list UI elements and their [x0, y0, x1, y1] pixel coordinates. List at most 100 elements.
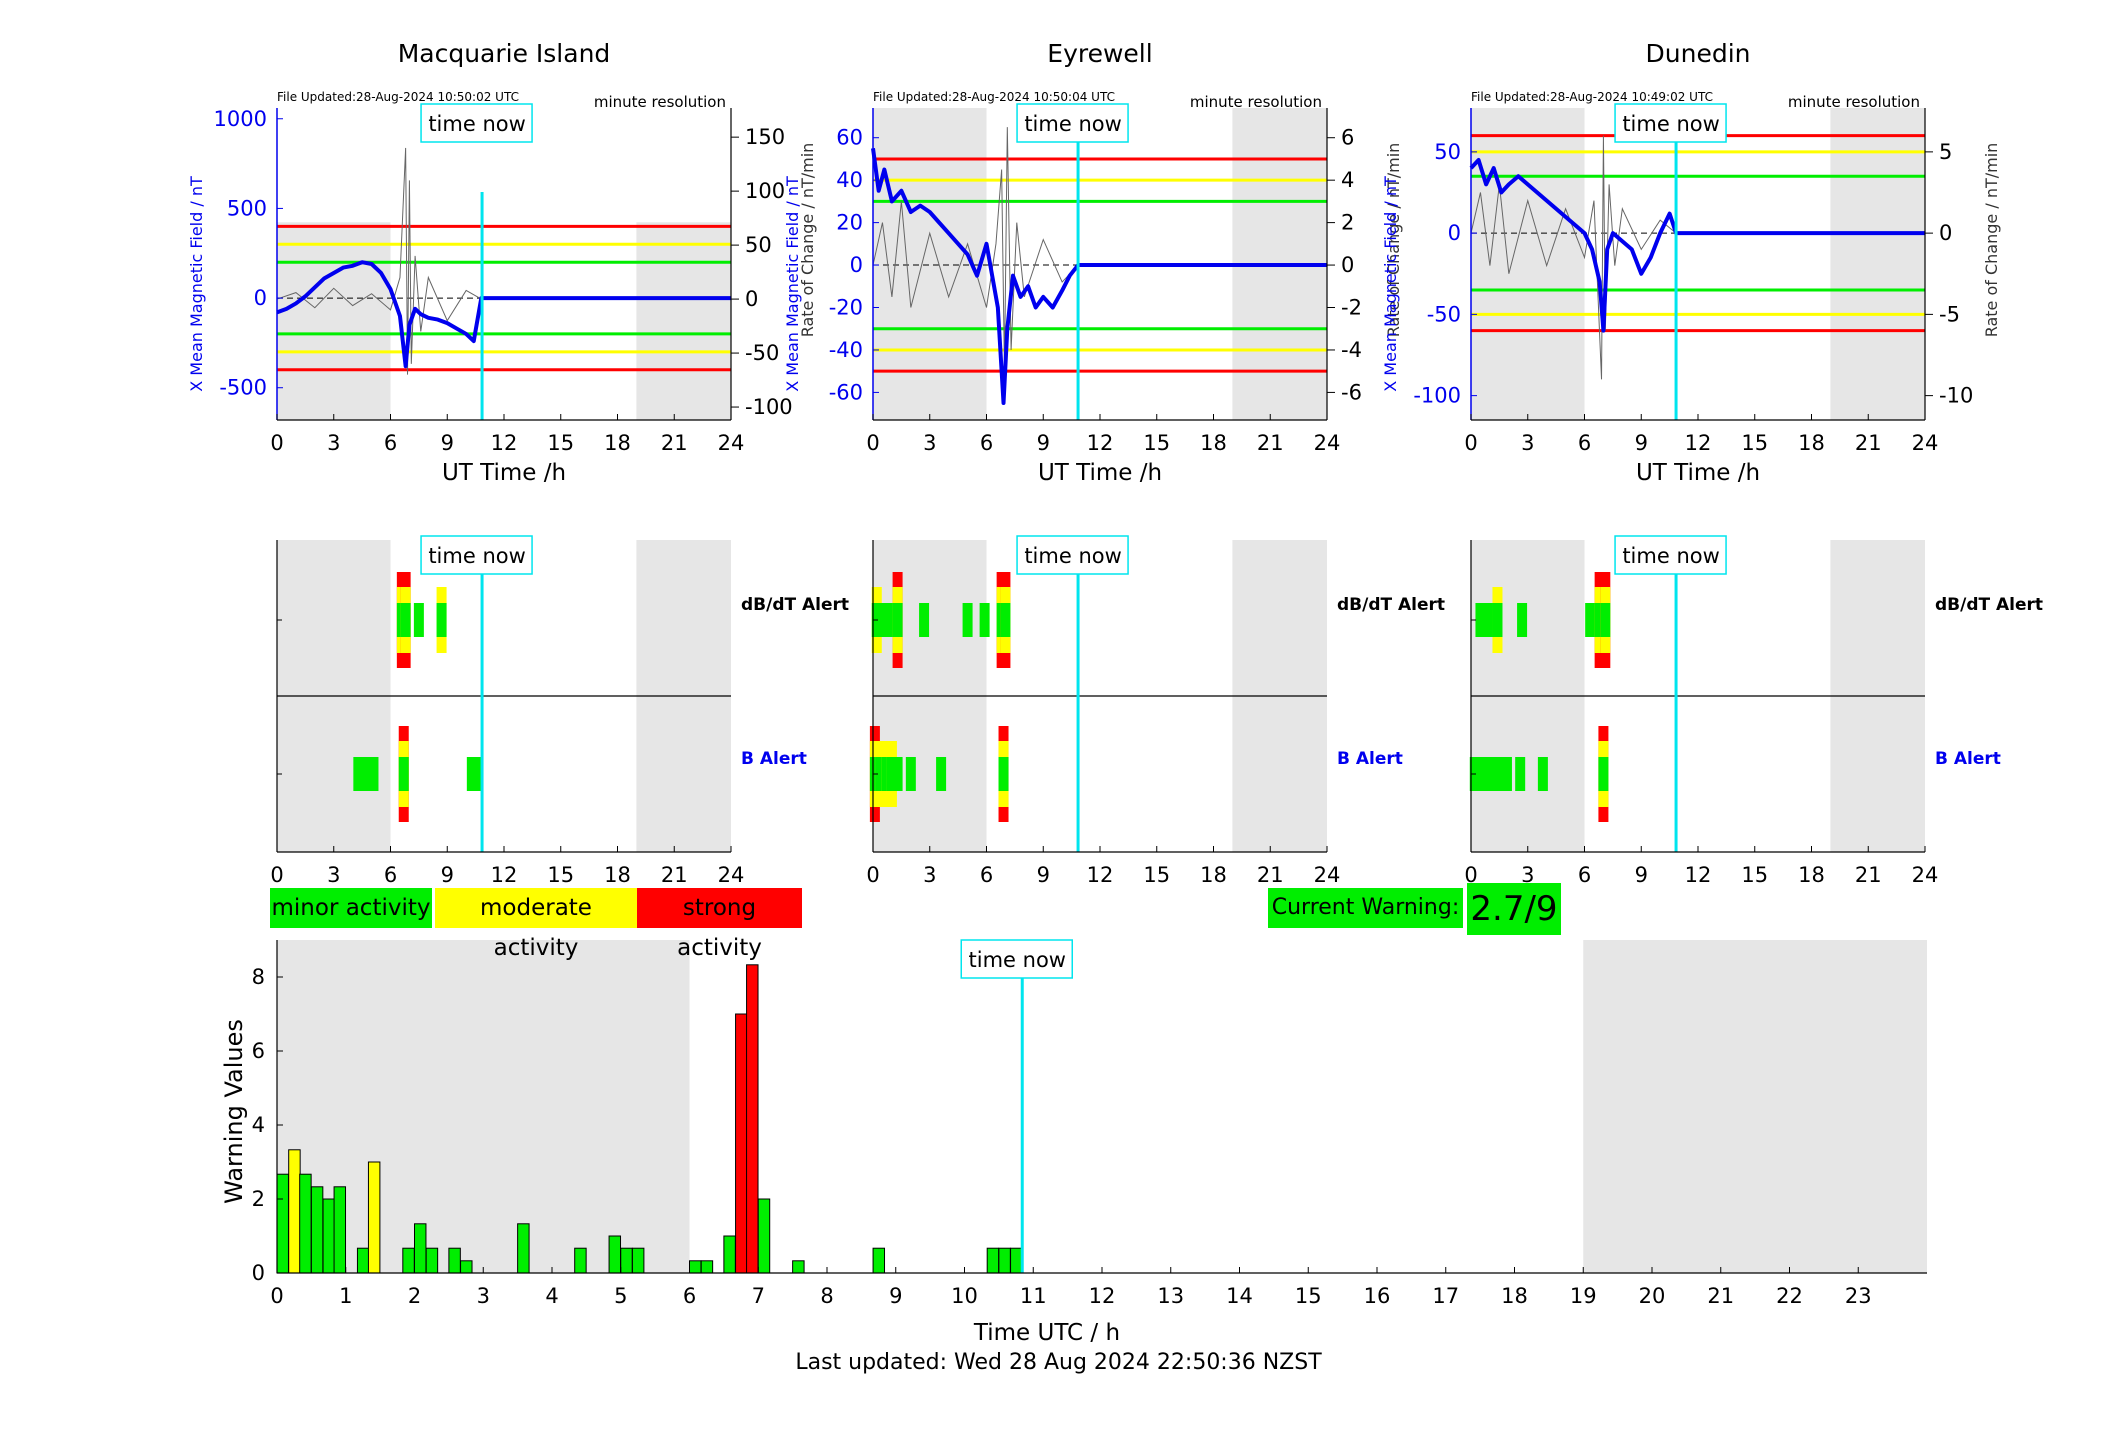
x-tick-label: 17	[1432, 1284, 1459, 1308]
x-tick-label: 3	[477, 1284, 490, 1308]
alert-mark-minor	[398, 757, 409, 791]
x-tick-label: 21	[1855, 431, 1882, 455]
y-left-tick-label: 1000	[214, 107, 267, 131]
y-right-tick-label: 4	[1341, 168, 1354, 192]
y-right-tick-label: 0	[745, 287, 758, 311]
time-now-label: time now	[428, 544, 525, 568]
x-tick-label: 3	[327, 431, 340, 455]
x-tick-label: 18	[1200, 431, 1227, 455]
x-tick-label: 22	[1776, 1284, 1803, 1308]
y-right-axis-label: Rate of Change / nT/min	[798, 143, 817, 338]
x-tick-label: 24	[1912, 431, 1939, 455]
alert-mark-minor	[1585, 603, 1596, 637]
alert-mark-minor	[875, 757, 886, 791]
y-left-tick-label: -100	[1413, 384, 1461, 408]
y-left-tick-label: 0	[254, 286, 267, 310]
warning-bar	[299, 1173, 312, 1274]
warning-bar	[735, 1013, 748, 1274]
y-right-tick-label: 0	[1939, 221, 1952, 245]
warning-bar	[425, 1247, 439, 1274]
x-tick-label: 0	[1464, 431, 1477, 455]
alert-mark-minor	[1594, 603, 1605, 637]
x-tick-label: 6	[1578, 431, 1591, 455]
time-now-label: time now	[1622, 112, 1719, 136]
time-now-label: time now	[1622, 544, 1719, 568]
chart-title: Eyrewell	[1047, 39, 1152, 68]
resolution-text: minute resolution	[1190, 93, 1322, 111]
magnetic-field-series	[871, 148, 1327, 406]
y-right-tick-label: -2	[1341, 296, 1362, 320]
warning-bar	[414, 1223, 427, 1274]
y-right-tick-label: 100	[745, 179, 785, 203]
y-tick-label: 4	[252, 1113, 265, 1137]
alert-mark-minor	[368, 757, 379, 791]
warning-bar	[333, 1186, 347, 1274]
alert-mark-minor	[466, 757, 477, 791]
x-tick-label: 0	[270, 431, 283, 455]
magnetic-field-series	[276, 260, 731, 369]
y-right-tick-label: 0	[1341, 253, 1354, 277]
x-tick-label: 15	[1143, 863, 1170, 887]
warning-bar	[746, 964, 759, 1274]
alert-mark-minor	[1598, 757, 1609, 791]
warning-bar	[792, 1260, 805, 1274]
alert-mark-minor	[881, 757, 892, 791]
warning-bar	[460, 1260, 473, 1274]
b-alert-label: B Alert	[1935, 749, 2001, 769]
x-tick-label: 3	[923, 431, 936, 455]
warning-bar	[356, 1247, 370, 1274]
dbdt-alert-label: dB/dT Alert	[1935, 595, 2043, 615]
x-tick-label: 12	[1089, 1284, 1116, 1308]
alert-mark-minor	[1484, 757, 1495, 791]
x-tick-label: 0	[270, 1284, 283, 1308]
time-now-box	[1016, 535, 1129, 575]
x-tick-label: 2	[408, 1284, 421, 1308]
alert-mark-minor	[1492, 603, 1503, 637]
x-tick-label: 24	[1912, 863, 1939, 887]
x-tick-label: 18	[1798, 431, 1825, 455]
time-now-box	[1614, 103, 1727, 143]
y-left-axis-label: X Mean Magnetic Field / nT	[187, 176, 206, 392]
y-right-tick-label: -5	[1939, 302, 1960, 326]
warning-bar	[402, 1247, 415, 1274]
time-now-box	[1614, 535, 1727, 575]
night-shading	[277, 222, 391, 420]
y-right-axis-label: Rate of Change / nT/min	[1982, 143, 2001, 338]
time-now-box	[420, 535, 533, 575]
alert-mark-minor	[919, 603, 930, 637]
x-tick-label: 21	[661, 431, 688, 455]
alert-mark-minor	[1501, 757, 1512, 791]
alert-mark-minor	[1475, 603, 1486, 637]
x-tick-label: 8	[820, 1284, 833, 1308]
y-right-tick-label: -10	[1939, 384, 1973, 408]
time-now-box	[1016, 103, 1129, 143]
night-shading	[1471, 108, 1585, 420]
x-tick-label: 6	[683, 1284, 696, 1308]
x-tick-label: 3	[923, 863, 936, 887]
warning-bar	[322, 1198, 336, 1274]
current-warning-value: 2.7/9	[1467, 883, 1561, 935]
warning-bar	[631, 1247, 645, 1274]
x-tick-label: 9	[889, 1284, 902, 1308]
chart-title: Macquarie Island	[398, 39, 611, 68]
rate-of-change-series	[276, 147, 482, 375]
dbdt-alert-label: dB/dT Alert	[1337, 595, 1445, 615]
x-tick-label: 4	[545, 1284, 558, 1308]
alert-mark-minor	[886, 757, 897, 791]
warning-bar	[986, 1247, 1000, 1274]
y-tick-label: 2	[252, 1187, 265, 1211]
x-tick-label: 20	[1639, 1284, 1666, 1308]
x-tick-label: 14	[1226, 1284, 1253, 1308]
station-chart: Macquarie Island time now 0 3 6 9 12 15 18 21 24 -5…	[187, 39, 817, 486]
x-tick-label: 12	[1087, 863, 1114, 887]
b-alert-label: B Alert	[1337, 749, 1403, 769]
x-tick-label: 12	[491, 431, 518, 455]
warning-bar	[608, 1235, 622, 1274]
y-right-tick-label: -6	[1341, 380, 1362, 404]
alert-mark-minor	[1483, 603, 1494, 637]
y-left-tick-label: 500	[227, 196, 267, 220]
warning-bar	[700, 1260, 714, 1274]
y-right-tick-label: -100	[745, 395, 793, 419]
